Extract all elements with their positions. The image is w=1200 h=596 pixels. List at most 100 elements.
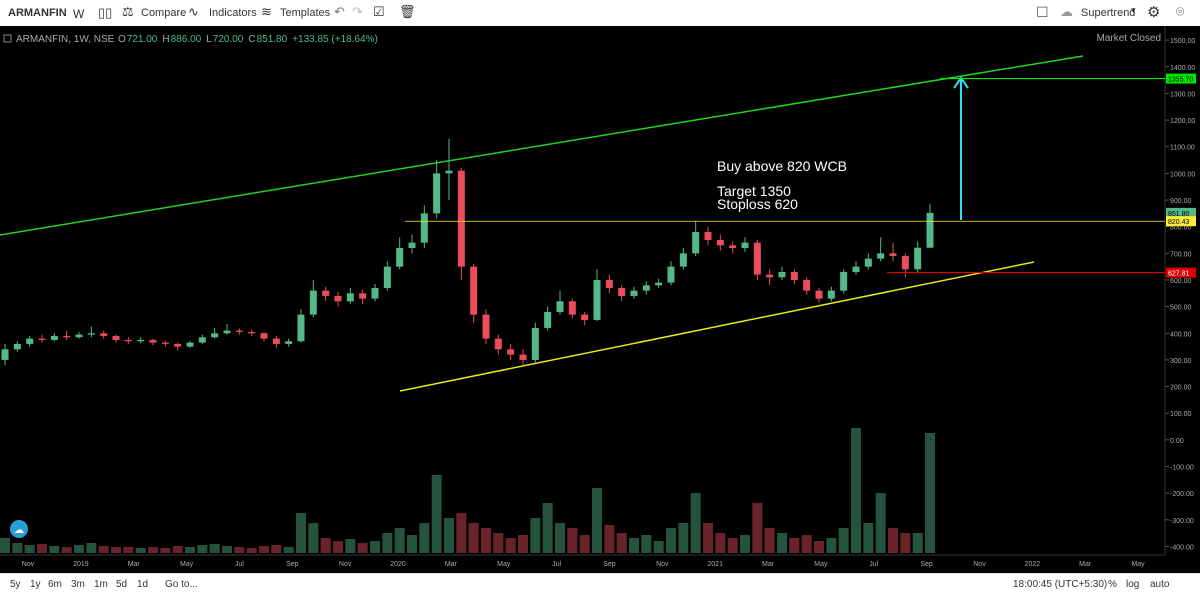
- goto-button[interactable]: Go to...: [165, 579, 198, 590]
- candle-body: [470, 266, 478, 315]
- percent-toggle[interactable]: %: [1108, 579, 1117, 590]
- y-tick-label: 0.00: [1170, 438, 1184, 445]
- camera-icon[interactable]: ⌾: [1176, 3, 1185, 19]
- range-button[interactable]: 6m: [48, 579, 62, 590]
- volume-bar: [641, 535, 652, 553]
- volume-bar: [74, 545, 84, 553]
- x-tick-label: Sep: [920, 561, 933, 568]
- volume-bar: [345, 539, 356, 553]
- volume-bar: [394, 528, 405, 553]
- log-toggle[interactable]: log: [1126, 579, 1140, 590]
- templates[interactable]: Templates: [280, 7, 331, 19]
- legend-value: 851.80: [257, 34, 288, 45]
- volume-bar: [271, 545, 282, 553]
- interval[interactable]: W: [73, 7, 85, 21]
- volume-bar: [481, 528, 491, 553]
- candle-body: [704, 232, 712, 240]
- x-tick-label: Nov: [339, 561, 352, 568]
- volume-bar: [715, 533, 726, 553]
- volume-bar: [851, 428, 861, 553]
- range-button[interactable]: 5d: [116, 579, 128, 590]
- candle-body: [445, 170, 453, 174]
- cloud-button[interactable]: [10, 520, 28, 538]
- volume-bar: [209, 544, 220, 553]
- cloud-icon[interactable]: ☁: [1060, 4, 1073, 19]
- volume-bar: [592, 488, 602, 553]
- y-tick-label: 500.00: [1170, 305, 1192, 312]
- candle-body: [790, 271, 798, 280]
- x-tick-label: Mar: [1079, 561, 1092, 568]
- volume-bar: [604, 525, 615, 553]
- volume-bar: [320, 538, 331, 553]
- volume-bar: [172, 546, 183, 553]
- compare-icon[interactable]: ⚖: [122, 4, 134, 19]
- indicators[interactable]: Indicators: [209, 7, 257, 19]
- undo[interactable]: ↶: [334, 4, 345, 19]
- candle-body: [766, 274, 774, 278]
- range-button[interactable]: 5y: [10, 579, 21, 590]
- candle-body: [50, 335, 58, 340]
- dropdown-arrow[interactable]: ▾: [1131, 5, 1136, 15]
- candle-body: [13, 343, 21, 350]
- cloud-icon[interactable]: ☁: [14, 525, 24, 536]
- volume-bar: [838, 528, 849, 553]
- candle-body: [642, 285, 650, 291]
- y-tick-label: 1300.00: [1170, 91, 1195, 98]
- volume-bar: [653, 541, 664, 553]
- annotation: Stoploss 620: [717, 196, 798, 212]
- clock: 18:00:45 (UTC+5:30): [1013, 579, 1108, 590]
- volume-bar: [801, 535, 812, 553]
- settings-icon[interactable]: ⚙: [1147, 4, 1161, 21]
- checkbox[interactable]: ☐: [1036, 4, 1049, 20]
- volume-bar: [382, 533, 393, 553]
- y-tick-label: 700.00: [1170, 251, 1192, 258]
- volume-bar: [296, 513, 306, 553]
- candle-body: [211, 333, 219, 338]
- candle-body: [322, 290, 330, 296]
- bar-style-icon[interactable]: ▯▯: [98, 5, 113, 20]
- check-icon[interactable]: ☑: [373, 4, 385, 19]
- legend-key: C: [248, 34, 255, 45]
- candle-body: [63, 335, 71, 338]
- candle-body: [864, 258, 872, 267]
- indicators-icon[interactable]: ∿: [188, 4, 199, 19]
- candle-body: [926, 212, 934, 248]
- candle-body: [877, 253, 885, 259]
- volume-bar: [431, 475, 442, 553]
- range-button[interactable]: 1d: [137, 579, 149, 590]
- trash-icon[interactable]: 🗑: [399, 4, 416, 19]
- candle-body: [75, 334, 83, 338]
- range-button[interactable]: 1m: [94, 579, 108, 590]
- candle-body: [223, 330, 231, 334]
- x-tick-label: May: [814, 561, 828, 568]
- volume-bar: [160, 548, 171, 553]
- range-button[interactable]: 3m: [71, 579, 85, 590]
- candle-body: [605, 279, 613, 288]
- candle-body: [679, 253, 687, 267]
- price-label-bg: [1166, 207, 1196, 218]
- candle-body: [568, 301, 576, 315]
- candle-body: [408, 242, 416, 248]
- candle-body: [174, 343, 182, 347]
- x-tick-label: 2020: [390, 561, 406, 568]
- volume-bar: [814, 541, 824, 553]
- auto-toggle[interactable]: auto: [1150, 579, 1170, 590]
- volume-bar: [0, 538, 10, 553]
- price-label: 1355.70: [1168, 77, 1193, 84]
- symbol[interactable]: ARMANFIN: [8, 7, 67, 19]
- x-tick-label: Nov: [973, 561, 986, 568]
- volume-bar: [925, 433, 935, 553]
- range-button[interactable]: 1y: [30, 579, 41, 590]
- legend-key: L: [206, 34, 212, 45]
- price-label: 851.80: [1168, 211, 1190, 218]
- legend-icon: [3, 34, 12, 43]
- compare[interactable]: Compare: [141, 7, 187, 19]
- volume-bar: [419, 523, 430, 553]
- templates-icon[interactable]: ≋: [261, 4, 272, 19]
- candle-body: [235, 330, 243, 332]
- x-tick-label: Mar: [128, 561, 141, 568]
- annotation: Buy above 820 WCB: [717, 158, 847, 174]
- supertrend[interactable]: Supertrend: [1081, 7, 1136, 19]
- redo[interactable]: ↷: [352, 4, 363, 19]
